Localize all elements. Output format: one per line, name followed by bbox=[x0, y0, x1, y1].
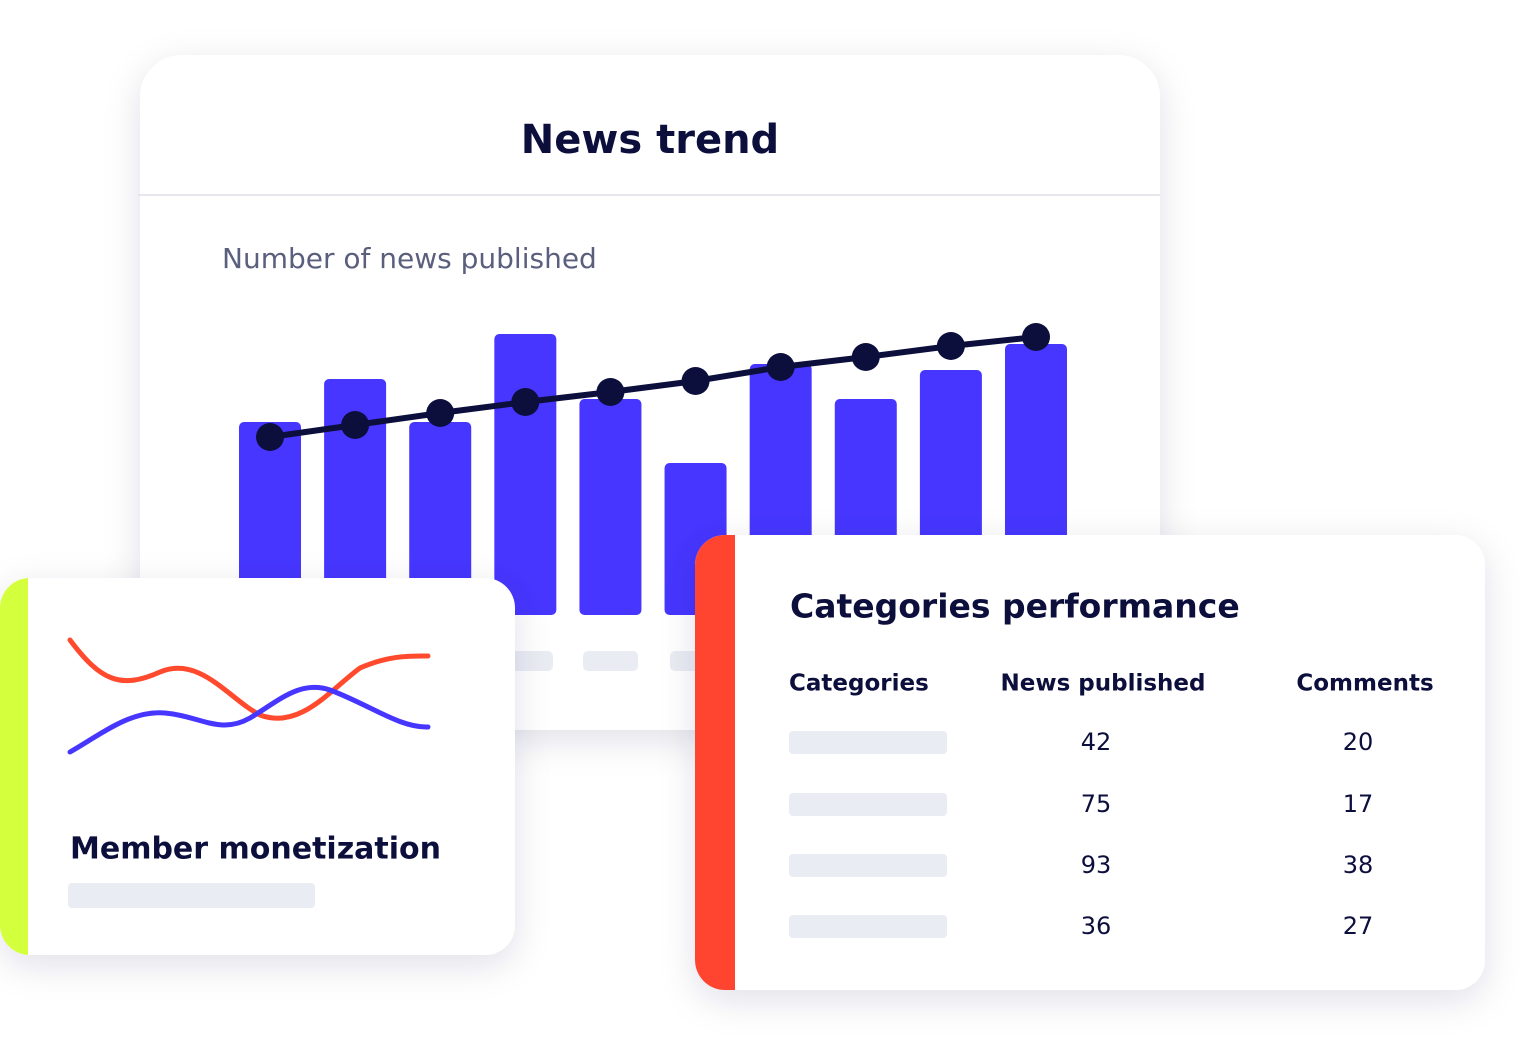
member-monetization-card: Member monetization bbox=[0, 578, 515, 955]
column-header: News published bbox=[1001, 671, 1206, 697]
placeholder bbox=[789, 731, 947, 754]
card-title: Member monetization bbox=[70, 832, 441, 867]
chart-subtitle: Number of news published bbox=[222, 242, 597, 275]
news-trend-card: News trend Number of news published bbox=[138, 55, 1160, 730]
column-header: Comments bbox=[1296, 671, 1433, 697]
trend-point bbox=[936, 332, 965, 360]
placeholder bbox=[789, 915, 947, 938]
card-title: News trend bbox=[521, 117, 779, 163]
placeholder bbox=[583, 651, 638, 671]
bar bbox=[324, 379, 387, 615]
x-label-placeholders bbox=[495, 651, 710, 671]
decorative-line bbox=[67, 684, 431, 755]
accent-bar bbox=[695, 535, 735, 990]
bar bbox=[409, 422, 472, 615]
card-background bbox=[0, 578, 515, 955]
trend-point bbox=[596, 378, 625, 406]
trend-line bbox=[269, 334, 1037, 440]
decorative-line bbox=[67, 637, 431, 721]
table-cell: 27 bbox=[1343, 912, 1374, 940]
trend-point bbox=[1022, 323, 1050, 351]
placeholder bbox=[789, 793, 947, 816]
trend-point bbox=[511, 388, 540, 416]
bar bbox=[494, 334, 557, 615]
trend-point bbox=[426, 399, 455, 427]
bar bbox=[579, 399, 642, 615]
table-cell: 75 bbox=[1081, 790, 1112, 818]
column-header: Categories bbox=[789, 671, 929, 697]
trend-point bbox=[256, 423, 284, 451]
trend-point bbox=[851, 343, 880, 371]
table-cell: 17 bbox=[1343, 790, 1374, 818]
placeholder bbox=[68, 883, 315, 908]
table-cell: 93 bbox=[1081, 851, 1112, 879]
table-cell: 38 bbox=[1343, 851, 1374, 879]
categories-performance-card: Categories performance Categories News p… bbox=[695, 535, 1485, 990]
trend-point bbox=[766, 353, 795, 381]
accent-bar bbox=[0, 578, 28, 955]
placeholder bbox=[789, 854, 947, 877]
trend-point bbox=[341, 411, 370, 439]
card-title: Categories performance bbox=[790, 587, 1240, 626]
table-cell: 20 bbox=[1343, 728, 1374, 756]
trend-point bbox=[681, 367, 710, 395]
bar bbox=[239, 422, 301, 615]
table-cell: 36 bbox=[1081, 912, 1112, 940]
table-cell: 42 bbox=[1081, 728, 1112, 756]
